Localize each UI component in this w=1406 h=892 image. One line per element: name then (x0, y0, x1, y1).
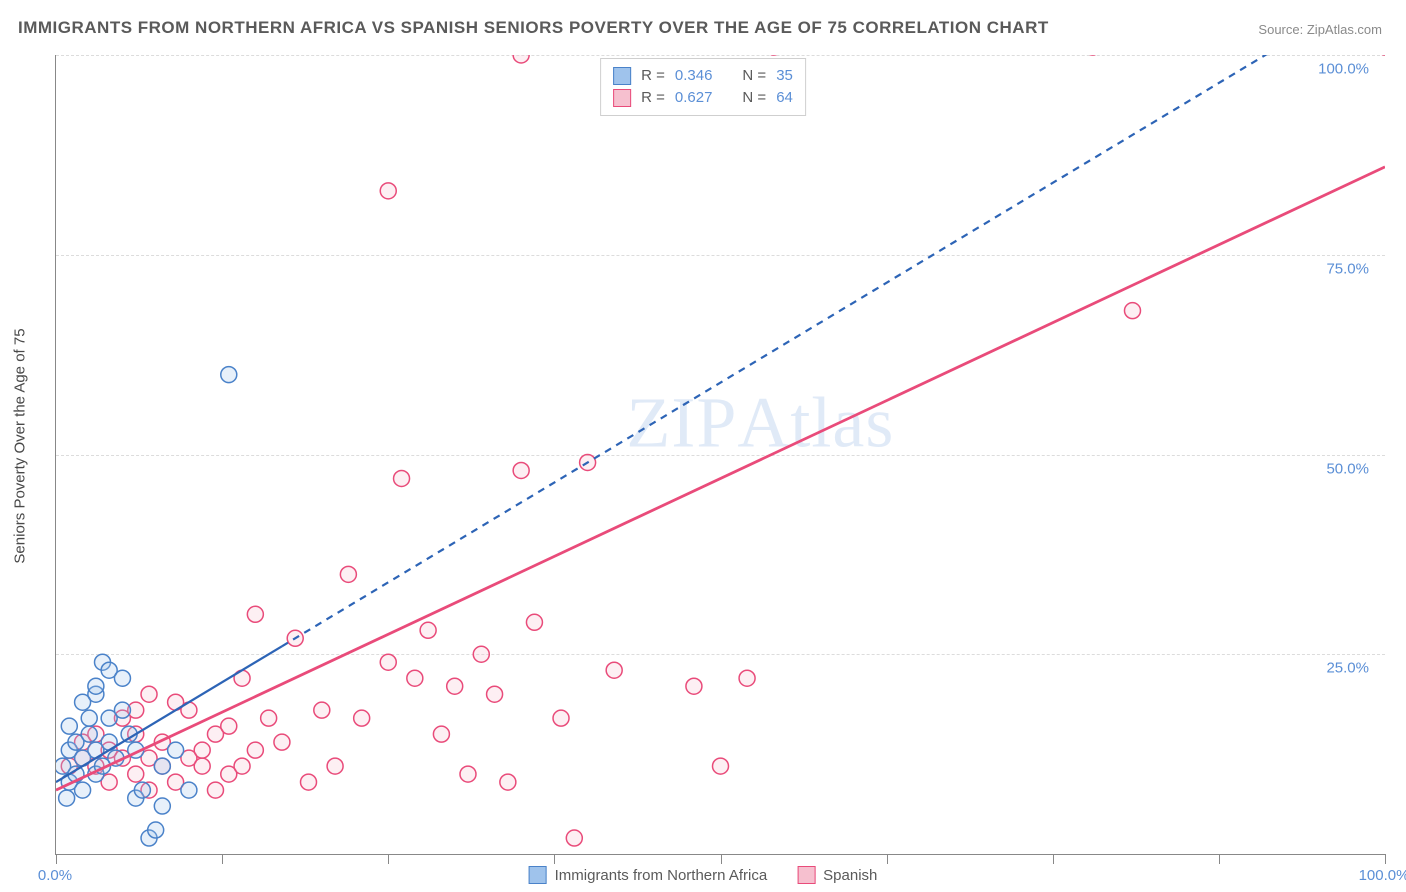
scatter-point (81, 726, 97, 742)
legend-correlation: R = 0.346 N = 35 R = 0.627 N = 64 (600, 58, 806, 116)
source-label: Source: (1258, 22, 1303, 37)
scatter-point (487, 686, 503, 702)
x-tick (1385, 854, 1386, 864)
scatter-point (274, 734, 290, 750)
scatter-point (606, 662, 622, 678)
source-link[interactable]: ZipAtlas.com (1307, 22, 1382, 37)
chart-title: IMMIGRANTS FROM NORTHERN AFRICA VS SPANI… (18, 18, 1049, 38)
scatter-point (148, 822, 164, 838)
trend-line (56, 167, 1385, 790)
legend-row: R = 0.346 N = 35 (613, 65, 793, 87)
scatter-point (380, 654, 396, 670)
legend-r-label: R = (641, 87, 665, 109)
scatter-point (247, 606, 263, 622)
scatter-point (433, 726, 449, 742)
scatter-point (261, 710, 277, 726)
legend-swatch-icon (529, 866, 547, 884)
legend-series: Immigrants from Northern Africa Spanish (521, 864, 886, 886)
legend-r-label: R = (641, 65, 665, 87)
x-tick (388, 854, 389, 864)
x-tick (1053, 854, 1054, 864)
scatter-point (114, 702, 130, 718)
scatter-point (181, 782, 197, 798)
scatter-point (473, 646, 489, 662)
scatter-point (168, 742, 184, 758)
scatter-point (221, 367, 237, 383)
x-tick (721, 854, 722, 864)
scatter-point (1124, 303, 1140, 319)
scatter-point (394, 470, 410, 486)
scatter-point (553, 710, 569, 726)
scatter-point (526, 614, 542, 630)
scatter-point (739, 670, 755, 686)
scatter-point (513, 55, 529, 63)
scatter-point (713, 758, 729, 774)
scatter-point (380, 183, 396, 199)
legend-swatch-icon (613, 67, 631, 85)
scatter-point (301, 774, 317, 790)
scatter-point (354, 710, 370, 726)
scatter-point (340, 566, 356, 582)
scatter-point (75, 694, 91, 710)
x-tick (56, 854, 57, 864)
scatter-point (88, 678, 104, 694)
scatter-point (420, 622, 436, 638)
x-tick (1219, 854, 1220, 864)
scatter-point (154, 798, 170, 814)
scatter-point (247, 742, 263, 758)
scatter-point (566, 830, 582, 846)
scatter-point (234, 758, 250, 774)
scatter-point (194, 758, 210, 774)
scatter-point (61, 718, 77, 734)
scatter-point (154, 758, 170, 774)
scatter-point (81, 710, 97, 726)
scatter-point (221, 718, 237, 734)
scatter-point (207, 782, 223, 798)
x-tick-label: 100.0% (1359, 867, 1406, 884)
legend-r-value: 0.627 (675, 87, 713, 109)
scatter-point (128, 766, 144, 782)
legend-r-value: 0.346 (675, 65, 713, 87)
scatter-point (194, 742, 210, 758)
scatter-point (59, 790, 75, 806)
scatter-point (686, 678, 702, 694)
plot-area: ZIPAtlas 25.0%50.0%75.0%100.0% (55, 55, 1385, 855)
y-axis-label: Seniors Poverty Over the Age of 75 (12, 328, 29, 563)
x-tick (554, 854, 555, 864)
scatter-point (447, 678, 463, 694)
scatter-point (75, 782, 91, 798)
legend-n-value: 35 (776, 65, 793, 87)
scatter-point (407, 670, 423, 686)
scatter-point (500, 774, 516, 790)
scatter-point (460, 766, 476, 782)
scatter-point (114, 670, 130, 686)
legend-series-item: Immigrants from Northern Africa (529, 866, 768, 884)
source-attribution: Source: ZipAtlas.com (1258, 22, 1382, 37)
scatter-point (141, 686, 157, 702)
x-tick-label: 0.0% (38, 867, 72, 884)
x-tick (222, 854, 223, 864)
legend-swatch-icon (797, 866, 815, 884)
chart-svg (56, 55, 1385, 854)
scatter-point (134, 782, 150, 798)
legend-swatch-icon (613, 89, 631, 107)
scatter-point (314, 702, 330, 718)
scatter-point (327, 758, 343, 774)
legend-series-label: Spanish (823, 867, 877, 884)
x-tick (887, 854, 888, 864)
legend-n-label: N = (742, 65, 766, 87)
scatter-point (513, 462, 529, 478)
legend-series-item: Spanish (797, 866, 877, 884)
legend-series-label: Immigrants from Northern Africa (555, 867, 768, 884)
trend-line-dashed (282, 55, 1385, 646)
legend-n-label: N = (742, 87, 766, 109)
legend-row: R = 0.627 N = 64 (613, 87, 793, 109)
legend-n-value: 64 (776, 87, 793, 109)
